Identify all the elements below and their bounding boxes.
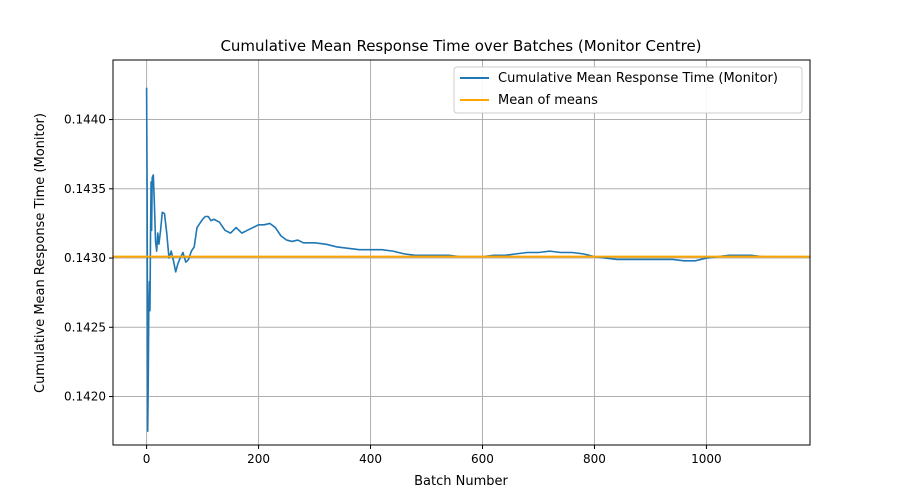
- ticks: 0 200 400 600 800 1000 0.1420 0.1425 0.1430 0.143…: [64, 113, 722, 466]
- y-tick-label: 0.1420: [64, 390, 106, 404]
- y-tick-label: 0.1440: [64, 113, 106, 127]
- grid: [113, 60, 810, 445]
- x-axis-label: Batch Number: [414, 474, 508, 489]
- y-tick-label: 0.1435: [64, 182, 106, 196]
- x-tick-label: 0: [143, 452, 151, 466]
- y-axis-label: Cumulative Mean Response Time (Monitor): [33, 113, 48, 393]
- x-tick-label: 800: [583, 452, 606, 466]
- legend-box: [453, 66, 803, 114]
- plot-frame: [112, 59, 811, 446]
- x-tick-label: 400: [359, 452, 382, 466]
- y-tick-label: 0.1430: [64, 251, 106, 265]
- x-tick-label: 1000: [691, 452, 722, 466]
- chart-title: Cumulative Mean Response Time over Batch…: [220, 37, 701, 55]
- x-tick-label: 200: [247, 452, 270, 466]
- legend-label-mean-of-means: Mean of means: [498, 93, 598, 108]
- legend: Cumulative Mean Response Time (Monitor) …: [453, 66, 803, 114]
- plot-area: [113, 87, 810, 432]
- legend-label-cumulative-mean: Cumulative Mean Response Time (Monitor): [498, 71, 778, 86]
- x-tick-label: 600: [471, 452, 494, 466]
- y-tick-label: 0.1425: [64, 320, 106, 334]
